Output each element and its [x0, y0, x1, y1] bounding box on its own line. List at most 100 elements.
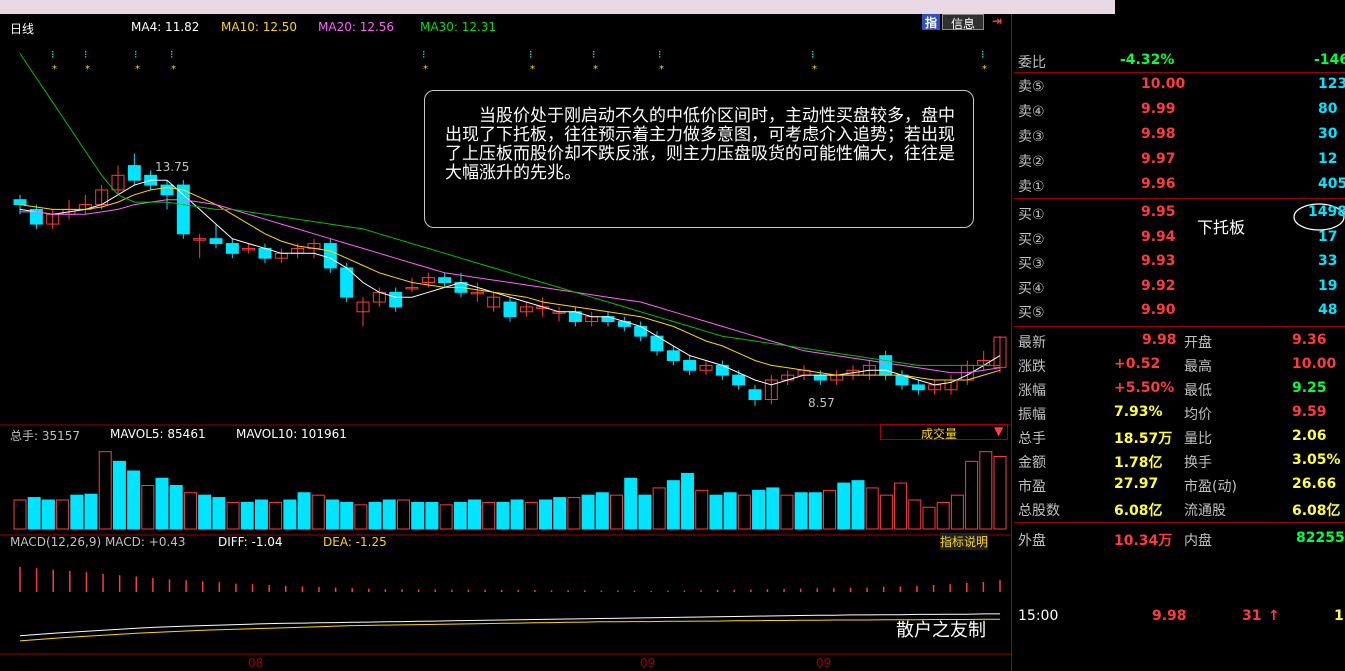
quote-v1: 1.78亿 [1114, 455, 1163, 471]
info-button[interactable]: 信息 [942, 14, 984, 31]
row-label: 买① [1018, 207, 1045, 223]
quote-row: 最新 9.98 开盘 9.36 [1014, 330, 1345, 354]
candle-body [389, 291, 403, 308]
signal-star-icon: * [85, 64, 90, 75]
volume-bar [567, 497, 581, 530]
time-axis-label: 09 [816, 656, 832, 670]
ma10-line [19, 186, 1001, 381]
volume-bar [610, 494, 624, 530]
weibi-row: 委比 -4.32% -146 [1014, 50, 1345, 74]
indicator-help-link[interactable]: 指标说明 [940, 533, 989, 550]
volume-bar [254, 499, 268, 530]
sell-level-4: 卖④ 9.99 80 [1014, 99, 1345, 123]
quote-v1: 6.08亿 [1114, 503, 1163, 519]
macd-dea-line [19, 618, 1000, 642]
index-toggle-button[interactable]: 指 [922, 14, 940, 30]
volume-bar [283, 499, 297, 530]
row-volume: 17 [1318, 228, 1338, 245]
candle-body [683, 360, 697, 371]
macd-value: MACD(12,26,9) MACD: +0.43 [10, 535, 186, 549]
quote-l1: 总手 [1018, 431, 1046, 447]
row-label: 卖④ [1018, 104, 1045, 120]
tick-price: 9.98 [1152, 608, 1187, 624]
quote-l2: 流通股 [1184, 503, 1226, 519]
signal-star-icon: * [659, 64, 664, 75]
volume-bar [127, 470, 141, 530]
quote-l2: 量比 [1184, 431, 1212, 447]
sell-level-5: 卖⑤ 10.00 1234 [1014, 74, 1345, 98]
row-volume: 19 [1318, 277, 1338, 294]
sell-level-3: 卖③ 9.98 30 [1014, 124, 1345, 148]
chevron-down-icon[interactable]: ▼ [994, 424, 1004, 438]
volume-bar [652, 487, 666, 530]
quote-v1: 27.97 [1114, 476, 1159, 492]
quote-row: 涨幅 +5.50% 最低 9.25 [1014, 378, 1345, 402]
quote-v2: 9.25 [1292, 380, 1327, 396]
row-label: 买④ [1018, 280, 1045, 297]
period-label[interactable]: 日线 [10, 22, 35, 36]
quote-v1: +5.50% [1114, 380, 1175, 396]
volume-bar [595, 492, 609, 530]
volume-bar [666, 480, 680, 530]
row-price: 9.95 [1141, 204, 1176, 220]
signal-star-icon: * [530, 64, 535, 75]
candle-body [911, 384, 925, 391]
buy-level-3: 买③ 9.93 33 [1014, 251, 1345, 275]
kline-chart-area[interactable]: ⁝ * ⁝ * ⁝ * ⁝ * ⁝ * ⁝ * ⁝ * ⁝ * ⁝ * ⁝ * 日线 MA4: 11.82 MA10:… [0, 14, 1012, 671]
row-price: 9.98 [1141, 126, 1176, 142]
row-label: 买③ [1018, 256, 1045, 272]
candle-body [879, 355, 893, 376]
row-volume: 33 [1318, 253, 1338, 269]
volume-bar [453, 501, 467, 530]
signal-marker: ⁝ [84, 48, 88, 61]
watermark: 散户之友制 [896, 620, 986, 641]
indicator-select[interactable]: 成交量 [880, 424, 1008, 441]
quote-l1: 金额 [1018, 455, 1046, 471]
volume-bar [325, 499, 339, 530]
signal-star-icon: * [171, 64, 176, 75]
signal-marker: ⁝ [51, 48, 55, 61]
ma10-value: MA10: 12.50 [221, 20, 298, 34]
volume-bar [851, 480, 865, 530]
row-volume: 1234 [1318, 76, 1345, 92]
volume-bar [496, 501, 510, 530]
candle-body [209, 238, 223, 245]
volume-bar [382, 499, 396, 530]
chart-canvas: ⁝ * ⁝ * ⁝ * ⁝ * ⁝ * ⁝ * ⁝ * ⁝ * ⁝ * ⁝ * [0, 48, 1012, 655]
quote-row: 金额 1.78亿 换手 3.05% [1014, 450, 1345, 474]
volume-bar [70, 494, 84, 530]
signal-marker: ⁝ [170, 48, 174, 61]
volume-bar [624, 477, 638, 530]
quote-l2: 最低 [1184, 383, 1212, 399]
candle-body [503, 301, 517, 318]
signal-marker: ⁝ [422, 48, 426, 61]
exit-arrow-icon[interactable]: ⇥ [991, 14, 1003, 28]
candle-body [764, 379, 778, 401]
volume-bar [98, 451, 112, 530]
row-volume: 80 [1318, 101, 1338, 117]
volume-bar [198, 494, 212, 530]
volume-bar [922, 506, 936, 530]
volume-bar [183, 492, 197, 530]
quote-l2: 均价 [1184, 407, 1212, 423]
candle-body [487, 296, 501, 308]
volume-bar [311, 494, 325, 530]
weibi-pct: -4.32% [1120, 52, 1175, 68]
support-board-label: 下托板 [1197, 218, 1246, 237]
quote-row: 总股数 6.08亿 流通股 6.08亿 [1014, 498, 1345, 522]
volume-bar [240, 501, 254, 530]
quote-v2: 3.05% [1292, 452, 1341, 468]
time-axis-label: 08 [248, 656, 264, 670]
signal-marker: ⁝ [134, 48, 138, 61]
quote-row: 总手 18.57万 量比 2.06 [1014, 426, 1345, 450]
mavol5-value: MAVOL5: 85461 [110, 427, 206, 441]
candle-body [470, 291, 484, 295]
volume-bar [695, 489, 709, 530]
annotation-box: 当股价处于刚启动不久的中低价区间时，主动性买盘较多，盘中出现了下托板，往往预示着… [424, 90, 974, 228]
quote-v2: 6.08亿 [1292, 503, 1341, 519]
quote-v1: 9.98 [1142, 332, 1177, 348]
candle-body [993, 336, 1007, 368]
candle-body [160, 184, 174, 196]
quote-v2: 10.00 [1292, 356, 1337, 372]
volume-bar [865, 487, 879, 530]
